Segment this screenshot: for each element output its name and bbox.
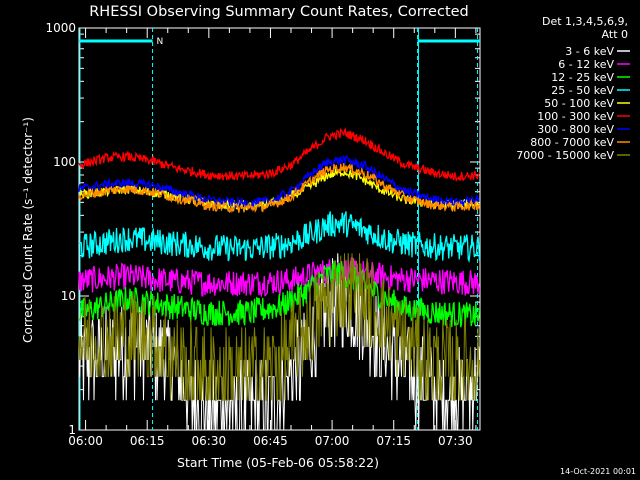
x-tick-label: 06:30 [192,434,227,448]
x-tick-label: 07:15 [376,434,411,448]
x-tick-label: 07:00 [315,434,350,448]
x-tick-labels: 06:00 06:15 06:30 06:45 07:00 07:15 07:30 [68,434,472,448]
series-line [78,257,481,298]
legend-label: 3 - 6 keV [565,45,614,58]
series-line [78,253,480,401]
legend-label: 12 - 25 keV [551,71,614,84]
detector-info-line-1: Det 1,3,4,5,6,9, [542,15,628,28]
saa-marker-label: N [157,37,164,47]
series-line [78,253,480,431]
legend-label: 100 - 300 keV [537,110,614,123]
legend-label: 300 - 800 keV [537,123,614,136]
y-tick-label: 1 [68,423,76,437]
x-tick-label: 07:30 [438,434,473,448]
series-line [78,127,481,183]
y-tick-label: 100 [53,155,76,169]
legend-label: 25 - 50 keV [551,84,614,97]
series-line [78,163,481,214]
legend-label: 7000 - 15000 keV [516,149,614,162]
series-line [78,154,480,209]
series-layer [78,127,481,431]
x-tick-label: 06:15 [130,434,165,448]
y-axis-label: Corrected Count Rate (s⁻¹ detector⁻¹) [21,117,35,343]
y-tick-label: 1000 [45,21,76,35]
timestamp: 14-Oct-2021 00:01 [560,467,636,476]
legend-label: 6 - 12 keV [558,58,614,71]
x-tick-label: 06:00 [68,434,103,448]
x-tick-label: 06:45 [253,434,288,448]
y-tick-label: 10 [61,289,76,303]
chart-title: RHESSI Observing Summary Count Rates, Co… [89,4,469,20]
y-tick-labels: 1 10 100 1000 [45,21,76,437]
detector-info-line-2: Att 0 [602,28,628,41]
series-line [78,211,481,264]
legend-label: 800 - 7000 keV [530,136,614,149]
legend-label: 50 - 100 keV [544,97,614,110]
x-axis-label: Start Time (05-Feb-06 05:58:22) [177,455,379,470]
